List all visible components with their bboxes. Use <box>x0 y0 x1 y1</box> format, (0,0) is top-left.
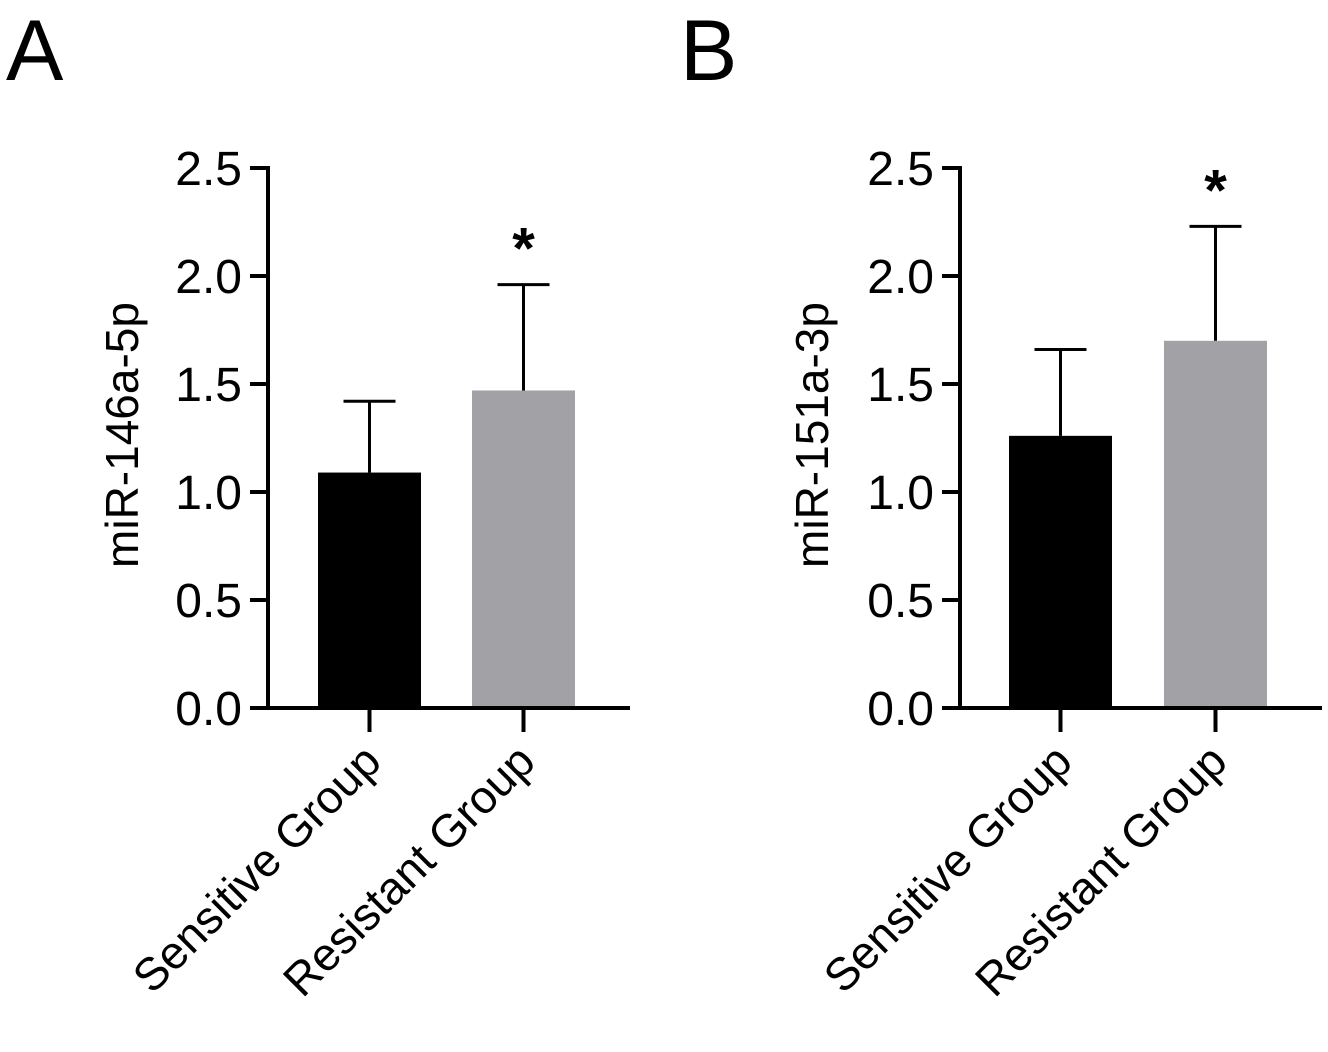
panel-b-y-tick-label: 1.5 <box>867 359 934 412</box>
panel-b-bar-sensitive <box>1009 435 1112 708</box>
panel-a-y-tick-label: 1.0 <box>175 467 242 520</box>
panel-a-y-axis-label: miR-146a-5p <box>96 302 148 568</box>
panel-b-label: B <box>680 3 737 99</box>
panel-a-y-tick-label: 0.5 <box>175 575 242 628</box>
panel-a-y-tick-label: 2.5 <box>175 143 242 196</box>
panel-a-bar-sensitive <box>318 472 421 708</box>
panel-a-significance-mark: * <box>512 217 535 282</box>
panel-a-y-tick-label: 1.5 <box>175 359 242 412</box>
panel-a-y-tick-label: 2.0 <box>175 251 242 304</box>
panel-b-y-tick-label: 1.0 <box>867 467 934 520</box>
panel-b-bar-resistant <box>1164 340 1267 708</box>
panel-a-error-bar-sensitive <box>343 399 396 473</box>
panel-a-error-bar-resistant <box>497 283 550 391</box>
panel-b-error-bar-resistant <box>1189 224 1242 341</box>
panel-b-error-bar-sensitive <box>1034 347 1087 436</box>
panel-a-label: A <box>6 3 64 99</box>
panel-b-chart: BmiR-151a-3p*0.00.51.01.52.02.5Sensitive… <box>680 3 1322 1006</box>
panel-a-bar-resistant <box>472 390 575 708</box>
panel-b-y-tick-label: 2.5 <box>867 143 934 196</box>
panel-b-y-tick-label: 2.0 <box>867 251 934 304</box>
panel-a-chart: AmiR-146a-5p*0.00.51.01.52.02.5Sensitive… <box>6 3 630 1006</box>
panel-a-y-tick-label: 0.0 <box>175 683 242 736</box>
panel-b-significance-mark: * <box>1204 158 1227 223</box>
panel-b-y-tick-label: 0.0 <box>867 683 934 736</box>
panel-b-y-axis-label: miR-151a-3p <box>786 302 838 568</box>
panel-b-y-tick-label: 0.5 <box>867 575 934 628</box>
